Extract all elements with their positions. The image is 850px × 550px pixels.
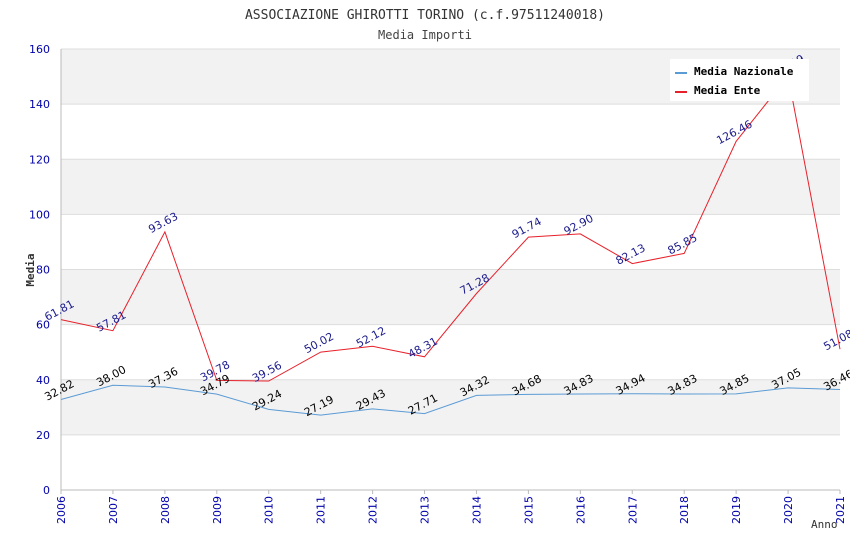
x-tick-label: 2019 [730, 496, 743, 524]
grid-band [61, 379, 840, 435]
grid-band [61, 434, 840, 490]
series-lines [60, 74, 841, 416]
legend-box [670, 59, 809, 101]
y-tick-label: 140 [29, 98, 50, 111]
x-tick-label: 2010 [263, 496, 276, 524]
y-tick-label: 0 [43, 484, 50, 497]
series-line-media-nazionale [60, 384, 841, 416]
x-tick-label: 2007 [107, 496, 120, 524]
x-tick-label: 2012 [367, 496, 380, 524]
x-tick-label: 2020 [782, 496, 795, 524]
y-tick-label: 120 [29, 153, 50, 166]
x-tick-label: 2006 [55, 496, 68, 524]
grid-band [61, 269, 840, 325]
x-tick-label: 2014 [470, 496, 483, 524]
axes [60, 49, 840, 491]
legend: Media Nazionale Media Ente [670, 59, 809, 101]
x-tick-label: 2009 [211, 496, 224, 524]
y-tick-label: 60 [36, 319, 50, 332]
y-tick-label: 100 [29, 208, 50, 221]
grid-band [61, 214, 840, 270]
x-tick-label: 2017 [626, 496, 639, 524]
legend-label-media-nazionale: Media Nazionale [694, 65, 794, 78]
x-tick-label: 2013 [419, 496, 432, 524]
y-tick-label: 40 [36, 374, 50, 387]
chart-title: ASSOCIAZIONE GHIROTTI TORINO (c.f.975112… [245, 8, 605, 23]
y-axis-label: Media [24, 253, 37, 286]
x-tick-label: 2016 [574, 496, 587, 524]
y-tick-label: 160 [29, 43, 50, 56]
background-bands [61, 49, 840, 490]
x-axis-ticks: 2006 2007 2008 2009 2010 2011 2012 2013 2014 2015… [55, 490, 847, 524]
y-tick-label: 80 [36, 264, 50, 277]
x-tick-label: 2021 [834, 496, 847, 524]
grid-band [61, 104, 840, 160]
x-tick-label: 2008 [159, 496, 172, 524]
series-line-media-ente [60, 74, 841, 382]
grid-band [61, 324, 840, 380]
y-axis-ticks: 0 20 40 60 80 100 120 140 160 [29, 43, 50, 497]
x-tick-label: 2015 [522, 496, 535, 524]
x-tick-label: 2011 [315, 496, 328, 524]
x-axis-label: Anno [811, 518, 838, 531]
x-tick-label: 2018 [678, 496, 691, 524]
chart-subtitle: Media Importi [378, 28, 472, 42]
legend-label-media-ente: Media Ente [694, 84, 761, 97]
y-tick-label: 20 [36, 429, 50, 442]
grid-band [61, 159, 840, 215]
